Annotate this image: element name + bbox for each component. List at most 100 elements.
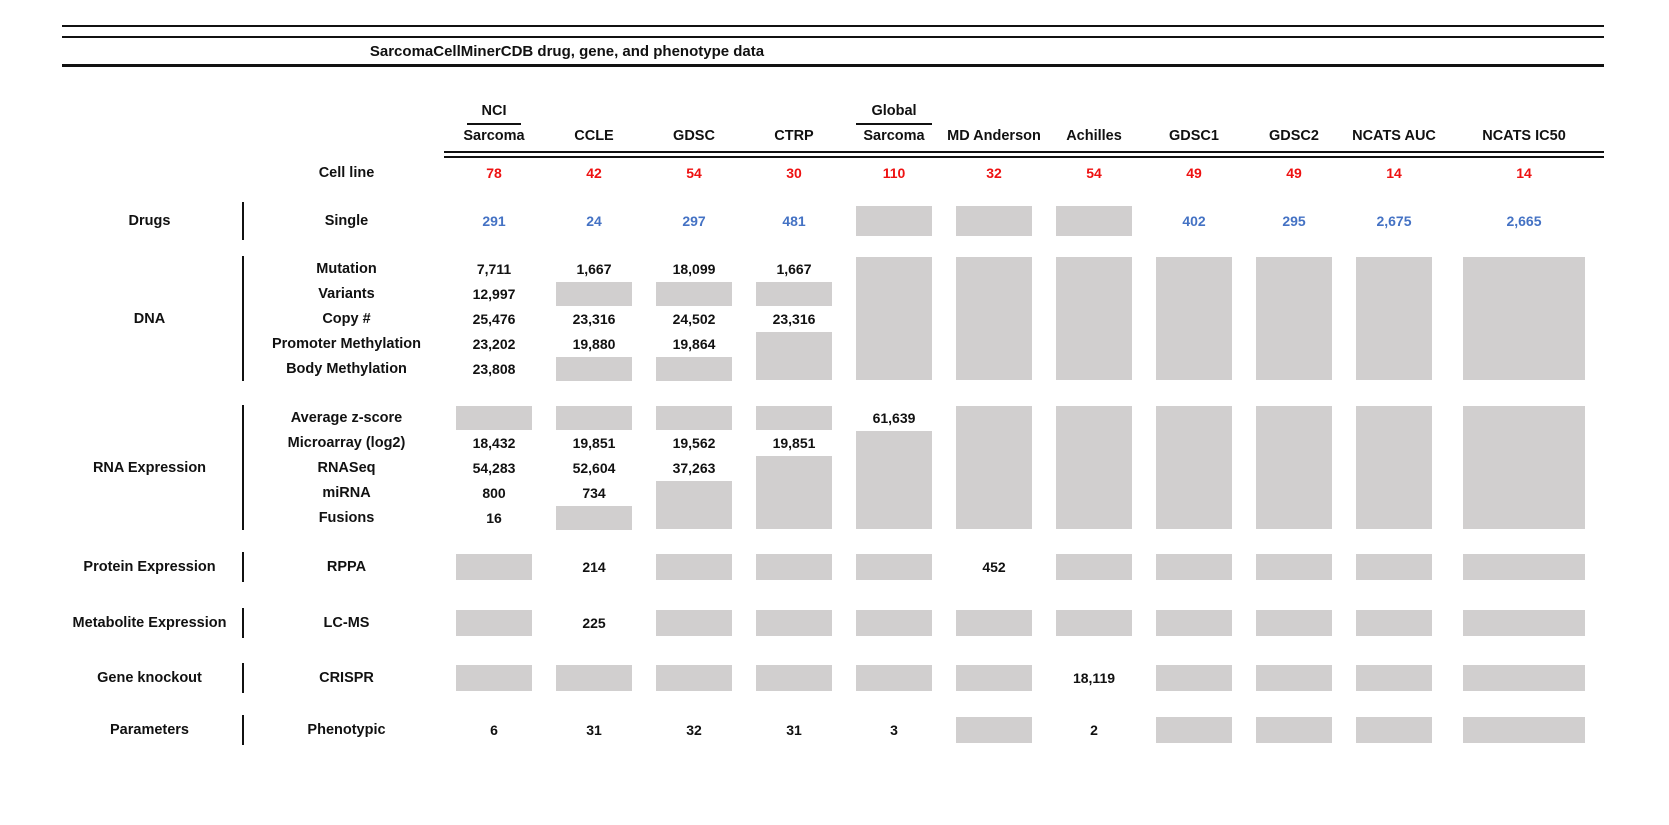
value-cell-nci-sarcoma: 800 bbox=[482, 484, 506, 501]
value-cell-gdsc: 18,099 bbox=[672, 260, 716, 277]
section-label-dna: DNA bbox=[133, 310, 166, 327]
value-cell-global-sarcoma: 3 bbox=[890, 722, 898, 738]
missing-data-box-ncats-auc bbox=[1356, 257, 1432, 380]
missing-data-box-global-sarcoma bbox=[856, 431, 932, 529]
section-label-knockout: Gene knockout bbox=[97, 670, 202, 686]
value-cell-ccle: 734 bbox=[582, 484, 606, 501]
column-header-label: Sarcoma bbox=[463, 127, 525, 144]
row-label-rna: Fusions bbox=[318, 509, 375, 526]
missing-data-box-ctrp bbox=[756, 332, 832, 380]
value-cell-ctrp: 31 bbox=[786, 722, 802, 738]
column-header-label: NCATS IC50 bbox=[1482, 127, 1566, 144]
missing-data-box-md-anderson bbox=[956, 206, 1032, 236]
value-cell-ctrp: 1,667 bbox=[776, 260, 812, 277]
value-cell-gdsc: 19,864 bbox=[672, 335, 716, 352]
missing-data-box-gdsc bbox=[656, 665, 732, 691]
rule-gap bbox=[62, 27, 1604, 36]
missing-data-box-achilles bbox=[1056, 257, 1132, 380]
missing-data-box-ccle bbox=[556, 505, 632, 530]
column-header-label: GDSC bbox=[673, 127, 715, 144]
missing-data-box-ctrp bbox=[756, 281, 832, 306]
section-dna: DNA Mutation 7,711 1,667 18,099 1,667 Variants… bbox=[62, 256, 1604, 381]
section-divider-line bbox=[242, 256, 244, 381]
column-header-gdsc2: GDSC2 bbox=[1244, 93, 1344, 147]
missing-data-box-nci-sarcoma bbox=[456, 610, 532, 636]
missing-data-box-ncats-ic50 bbox=[1463, 717, 1585, 743]
cell-line-count-global-sarcoma: 110 bbox=[882, 165, 906, 181]
missing-data-box-gdsc2 bbox=[1256, 406, 1332, 529]
column-header-global-sarcoma: Global Sarcoma bbox=[844, 93, 944, 147]
missing-data-box-ccle bbox=[556, 281, 632, 306]
missing-data-box-ncats-ic50 bbox=[1463, 257, 1585, 380]
row-label-dna: Mutation bbox=[316, 260, 377, 277]
missing-data-box-ctrp bbox=[756, 610, 832, 636]
missing-data-box-global-sarcoma bbox=[856, 610, 932, 636]
row-label-rna: miRNA bbox=[322, 484, 371, 501]
column-headers-row: NCI Sarcoma CCLE GDSC CTRP Global Sarcoma MD An… bbox=[62, 93, 1604, 158]
value-cell-ccle: 214 bbox=[582, 559, 606, 575]
cell-line-count-ccle: 42 bbox=[586, 165, 602, 181]
value-cell-global-sarcoma: 61,639 bbox=[872, 409, 916, 426]
column-header-label: NCATS AUC bbox=[1352, 127, 1436, 144]
cell-line-count-gdsc2: 49 bbox=[1286, 165, 1302, 181]
row-label-drugs: Single bbox=[324, 213, 369, 229]
column-header-label: GDSC2 bbox=[1269, 127, 1319, 144]
value-cell-md-anderson: 452 bbox=[982, 559, 1006, 575]
cell-line-count-gdsc1: 49 bbox=[1186, 165, 1202, 181]
column-header-ncats-ic50: NCATS IC50 bbox=[1444, 93, 1604, 147]
value-cell-ccle: 52,604 bbox=[572, 459, 616, 476]
missing-data-box-gdsc2 bbox=[1256, 665, 1332, 691]
cell-line-count-ncats-ic50: 14 bbox=[1516, 165, 1532, 181]
missing-data-box-ncats-auc bbox=[1356, 717, 1432, 743]
value-cell-nci-sarcoma: 12,997 bbox=[472, 285, 516, 302]
missing-data-box-achilles bbox=[1056, 610, 1132, 636]
value-cell-nci-sarcoma: 54,283 bbox=[472, 459, 516, 476]
value-cell-ccle: 1,667 bbox=[576, 260, 612, 277]
section-drugs: Drugs Single 291 24 297 481 402 295 2,675 2,665 bbox=[62, 202, 1604, 240]
value-cell-nci-sarcoma: 23,202 bbox=[472, 335, 516, 352]
cell-line-count-row: Cell line 78 42 54 30 110 32 54 49 49 14 14 bbox=[62, 158, 1604, 188]
column-header-ncats-auc: NCATS AUC bbox=[1344, 93, 1444, 147]
value-cell-ccle: 19,851 bbox=[572, 434, 616, 451]
value-cell-nci-sarcoma: 25,476 bbox=[472, 310, 516, 327]
section-metabolite: Metabolite Expression LC-MS 225 bbox=[62, 608, 1604, 638]
rule-top bbox=[62, 25, 1604, 27]
column-header-top-label: Global bbox=[856, 100, 932, 125]
value-cell-gdsc1: 402 bbox=[1182, 213, 1206, 229]
cell-line-count-nci-sarcoma: 78 bbox=[486, 165, 502, 181]
row-label-rna: Microarray (log2) bbox=[287, 434, 406, 451]
header-double-rule bbox=[444, 151, 1604, 158]
missing-data-box-ncats-ic50 bbox=[1463, 554, 1585, 580]
missing-data-box-global-sarcoma bbox=[856, 206, 932, 236]
row-label-dna: Variants bbox=[318, 285, 375, 302]
missing-data-box-ncats-auc bbox=[1356, 406, 1432, 529]
value-cell-achilles: 18,119 bbox=[1072, 670, 1116, 686]
missing-data-box-gdsc bbox=[656, 281, 732, 306]
data-sections: Drugs Single 291 24 297 481 402 295 2,675 2,665 DN… bbox=[62, 202, 1604, 745]
column-header-md-anderson: MD Anderson bbox=[944, 93, 1044, 147]
column-header-gdsc: GDSC bbox=[644, 93, 744, 147]
missing-data-box-ncats-auc bbox=[1356, 554, 1432, 580]
column-header-label: CTRP bbox=[774, 127, 814, 144]
cell-line-label: Cell line bbox=[318, 165, 375, 181]
value-cell-nci-sarcoma: 23,808 bbox=[472, 360, 516, 377]
missing-data-box-achilles bbox=[1056, 206, 1132, 236]
column-header-label: GDSC1 bbox=[1169, 127, 1219, 144]
cell-line-count-ctrp: 30 bbox=[786, 165, 802, 181]
missing-data-box-ncats-ic50 bbox=[1463, 610, 1585, 636]
section-label-protein: Protein Expression bbox=[83, 559, 216, 575]
missing-data-box-gdsc bbox=[656, 405, 732, 430]
column-header-ccle: CCLE bbox=[544, 93, 644, 147]
missing-data-box-md-anderson bbox=[956, 610, 1032, 636]
missing-data-box-global-sarcoma bbox=[856, 257, 932, 380]
section-divider-line bbox=[242, 715, 244, 745]
row-label-dna: Promoter Methylation bbox=[271, 335, 422, 352]
value-cell-gdsc2: 295 bbox=[1282, 213, 1306, 229]
title-row: SarcomaCellMinerCDB drug, gene, and phen… bbox=[62, 38, 1604, 64]
missing-data-box-gdsc bbox=[656, 554, 732, 580]
value-cell-ccle: 19,880 bbox=[572, 335, 616, 352]
missing-data-box-ctrp bbox=[756, 456, 832, 529]
value-cell-gdsc: 37,263 bbox=[672, 459, 716, 476]
value-cell-ccle: 225 bbox=[582, 615, 606, 631]
value-cell-gdsc: 297 bbox=[682, 213, 706, 229]
